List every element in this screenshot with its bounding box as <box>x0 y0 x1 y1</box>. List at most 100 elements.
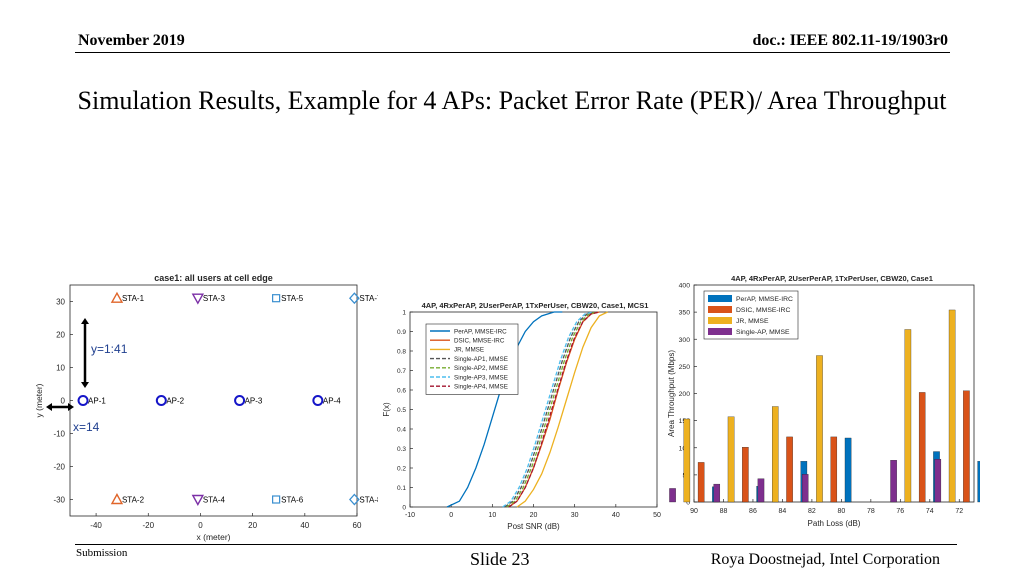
y-tick-label: 1 <box>402 310 406 317</box>
point-label: AP-3 <box>245 397 263 406</box>
legend-swatch <box>708 328 732 335</box>
x-tick-label: 86 <box>749 508 757 515</box>
footer-divider <box>75 544 957 545</box>
x-tick-label: 88 <box>720 508 728 515</box>
legend-label: Single-AP, MMSE <box>736 329 790 336</box>
series-line <box>516 311 608 508</box>
x-tick-label: 20 <box>248 521 257 530</box>
x-tick-label: -20 <box>142 521 154 530</box>
footer-submission: Submission <box>76 547 128 559</box>
sta-marker <box>272 294 281 303</box>
slide-title: Simulation Results, Example for 4 APs: P… <box>77 86 947 115</box>
bar <box>830 436 838 503</box>
bar <box>844 437 852 503</box>
y-tick-label: 0.6 <box>397 388 406 395</box>
y-tick-label: 0.7 <box>397 368 406 375</box>
legend-label: PerAP, MMSE-IRC <box>454 328 507 335</box>
y-tick-label: 0 <box>686 500 690 507</box>
legend-label: Single-AP1, MMSE <box>454 356 508 363</box>
y-axis-label: Area Throughput (Mbps) <box>667 350 676 437</box>
legend-label: JR, MMSE <box>736 318 769 325</box>
series-line <box>504 311 596 508</box>
y-tick-label: 0 <box>402 505 406 512</box>
point-label: AP-1 <box>88 397 106 406</box>
y-tick-label: -20 <box>53 463 65 472</box>
bar <box>757 478 765 503</box>
bar <box>977 461 980 503</box>
x-tick-label: 74 <box>926 508 934 515</box>
bar <box>890 460 897 503</box>
y-tick-label: 0.3 <box>397 446 406 453</box>
x-tick-label: 50 <box>653 512 661 519</box>
legend-label: DSIC, MMSE-IRC <box>454 338 505 345</box>
snr-cdf-line-chart: 4AP, 4RxPerAP, 2UserPerAP, 1TxPerUser, C… <box>382 301 661 531</box>
series-line <box>506 311 598 508</box>
series-line <box>508 311 600 508</box>
x-tick-label: 0 <box>198 521 203 530</box>
y-tick-label: 0.4 <box>397 427 406 434</box>
point-label: STA-6 <box>281 496 304 505</box>
y-tick-label: 10 <box>56 364 65 373</box>
x-span-arrowhead <box>68 403 74 411</box>
y-tick-label: -10 <box>53 430 65 439</box>
y-tick-label: 250 <box>679 364 691 371</box>
x-axis-label: Post SNR (dB) <box>507 522 560 531</box>
chart-title: 4AP, 4RxPerAP, 2UserPerAP, 1TxPerUser, C… <box>422 301 649 310</box>
y-tick-label: 400 <box>679 283 691 290</box>
y-tick-label: 0.9 <box>397 329 406 336</box>
header-date: November 2019 <box>78 32 185 49</box>
x-tick-label: 30 <box>571 512 579 519</box>
header-divider <box>75 52 950 53</box>
bar <box>697 462 705 503</box>
y-tick-label: 300 <box>679 337 691 344</box>
bar <box>772 406 779 503</box>
legend-label: DSIC, MMSE-IRC <box>736 307 790 314</box>
bar <box>801 474 809 503</box>
sta-marker <box>191 293 205 305</box>
bar <box>904 329 912 503</box>
sta-marker <box>191 494 205 506</box>
y-axis-label: y (meter) <box>34 383 44 417</box>
area-throughput-bar-chart: 4AP, 4RxPerAP, 2UserPerAP, 1TxPerUser, C… <box>667 274 980 528</box>
sta-marker <box>349 292 360 305</box>
bar <box>918 392 926 503</box>
y-tick-label: 30 <box>56 298 65 307</box>
legend-swatch <box>708 306 732 313</box>
point-label: STA-4 <box>203 496 226 505</box>
y-tick-label: 0.1 <box>397 485 406 492</box>
sta-marker <box>349 493 360 506</box>
legend-swatch <box>708 317 732 324</box>
bar <box>948 309 956 503</box>
bar <box>742 447 749 503</box>
footer-author: Roya Doostnejad, Intel Corporation <box>710 551 940 568</box>
y-tick-label: 200 <box>679 391 691 398</box>
x-tick-label: 20 <box>530 512 538 519</box>
topology-scatter-chart: case1: all users at cell edge -40 -20 0 20 40… <box>34 273 378 542</box>
y-span-annotation: y=1:41 <box>91 342 128 356</box>
header-doc-id: doc.: IEEE 802.11-19/1903r0 <box>752 32 948 49</box>
point-label: STA-8 <box>359 496 378 505</box>
x-tick-label: 60 <box>353 521 362 530</box>
series-line <box>508 311 600 508</box>
bar <box>963 390 970 503</box>
sta-marker <box>110 291 124 303</box>
legend-label: JR, MMSE <box>454 347 484 354</box>
point-label: STA-7 <box>359 294 378 303</box>
bar <box>727 416 735 503</box>
legend-swatch <box>708 295 732 302</box>
y-tick-label: 20 <box>56 331 65 340</box>
x-span-annotation: x=14 <box>73 420 100 434</box>
bar <box>786 436 793 503</box>
legend-label: Single-AP4, MMSE <box>454 384 508 391</box>
x-tick-label: 0 <box>449 512 453 519</box>
y-tick-label: 350 <box>679 310 691 317</box>
x-axis-label: Path Loss (dB) <box>808 519 861 528</box>
point-label: AP-4 <box>323 397 341 406</box>
series-line <box>502 311 594 508</box>
legend-label: PerAP, MMSE-IRC <box>736 296 793 303</box>
legend-label: Single-AP2, MMSE <box>454 365 508 372</box>
x-tick-label: 10 <box>488 512 496 519</box>
bar <box>669 488 676 503</box>
chart-title: case1: all users at cell edge <box>154 273 273 283</box>
legend-box <box>425 323 519 395</box>
